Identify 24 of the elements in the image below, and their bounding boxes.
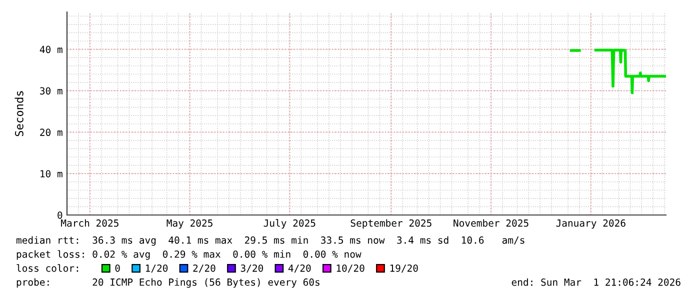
- x-tick-label: July 2025: [264, 219, 316, 229]
- text: end: Sun Mar 1 21:06:24 2026: [512, 278, 680, 286]
- text: packet loss: 0.02 % avg 0.29 % max 0.00 % min 0.00 % now: [16, 250, 362, 260]
- text: median rtt: 36.3 ms avg 40.1 ms max 29.5 ms min 33.5 ms now 3.4 ms sd 10.6 am/s: [16, 236, 524, 246]
- text: probe: 20 ICMP Echo Pings (56 Bytes) every 60s: [16, 278, 320, 288]
- x-tick-label: March 2025: [61, 219, 118, 227]
- y-tick-label: 20 m: [40, 128, 62, 136]
- legend-label: 19/20: [390, 264, 418, 273]
- x-tick-label: May 2025: [166, 219, 212, 229]
- y-tick-label: 30 m: [40, 87, 62, 95]
- x-tick-label: November 2025: [454, 219, 528, 227]
- x-tick-label: September 2025: [350, 219, 432, 229]
- legend-label: 3/20: [240, 264, 264, 273]
- legend-label: 4/20: [288, 264, 311, 273]
- legend-label: 1/20: [146, 264, 168, 273]
- legend-label: 0: [115, 264, 120, 272]
- legend-label: 10/20: [336, 264, 364, 273]
- y-tick-label: 40 m: [40, 46, 62, 54]
- y-axis-title: Seconds: [14, 91, 24, 136]
- text: loss color:: [16, 264, 78, 272]
- y-tick-label: 0: [58, 212, 62, 219]
- legend-label: 2/20: [193, 264, 216, 273]
- x-tick-label: January 2026: [556, 219, 626, 229]
- y-tick-label: 10 m: [40, 170, 62, 178]
